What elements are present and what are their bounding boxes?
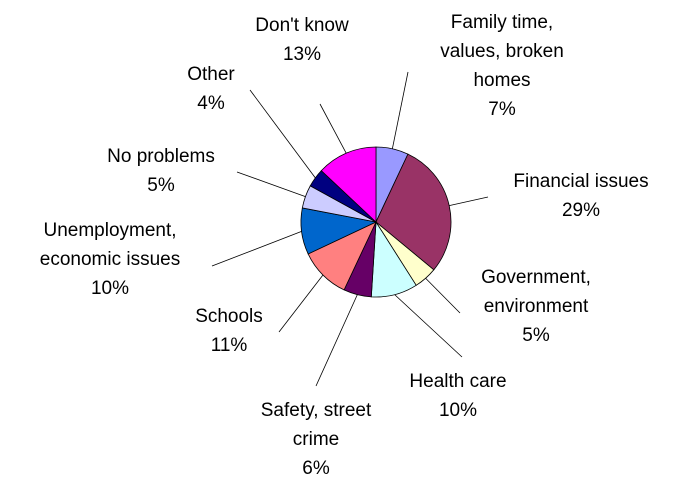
slice-percent: 10% [91,278,129,299]
slice-labels: Family time, values, broken homes 7% Financi… [40,12,649,479]
slice-category: economic issues [40,249,180,270]
leader-line [319,103,347,154]
leader-line [278,274,324,333]
slice-label: Safety, street crime 6% [261,400,372,479]
slice-percent: 5% [147,175,175,196]
slice-percent: 7% [488,99,516,120]
slice-label: Health care 10% [409,371,506,421]
slice-label: Family time, values, broken homes 7% [440,12,564,120]
slice-category: Family time, [451,12,553,33]
slice-percent: 29% [562,200,600,221]
leader-line [425,277,461,314]
slice-category: Unemployment, [43,220,176,241]
leader-line [394,294,463,358]
slice-category: values, broken [440,41,564,62]
pie-slice [375,153,452,271]
slice-category: homes [473,70,530,91]
slice-category: Financial issues [513,171,648,192]
slice-category: Other [187,64,235,85]
pie-slice [320,146,377,223]
slice-label: Don't know 13% [255,15,349,65]
slice-category: No problems [107,146,215,167]
slice-category: Don't know [255,15,349,36]
slice-percent: 6% [302,458,330,479]
slice-percent: 10% [439,400,477,421]
slice-category: crime [293,429,339,450]
slice-category: environment [484,296,589,317]
slice-percent: 11% [211,335,248,356]
slice-percent: 5% [522,325,550,346]
leader-line [449,196,489,207]
leader-line [315,294,358,387]
slice-category: Health care [409,371,506,392]
slice-percent: 4% [197,93,225,114]
slice-percent: 13% [283,44,321,65]
slice-label: Financial issues 29% [513,171,648,221]
leader-line [249,89,316,179]
slice-category: Safety, street [261,400,372,421]
slice-category: Government, [481,267,591,288]
leader-lines [211,71,489,387]
slice-label: Schools 11% [195,306,263,356]
slice-label: Government, environment 5% [481,267,591,346]
leader-line [236,171,306,197]
leader-line [211,231,302,267]
slice-label: Other 4% [187,64,235,114]
slice-category: Schools [195,306,263,327]
slice-label: No problems 5% [107,146,215,196]
slice-label: Unemployment, economic issues 10% [40,220,180,299]
pie-slices [300,146,452,298]
leader-line [391,71,409,149]
